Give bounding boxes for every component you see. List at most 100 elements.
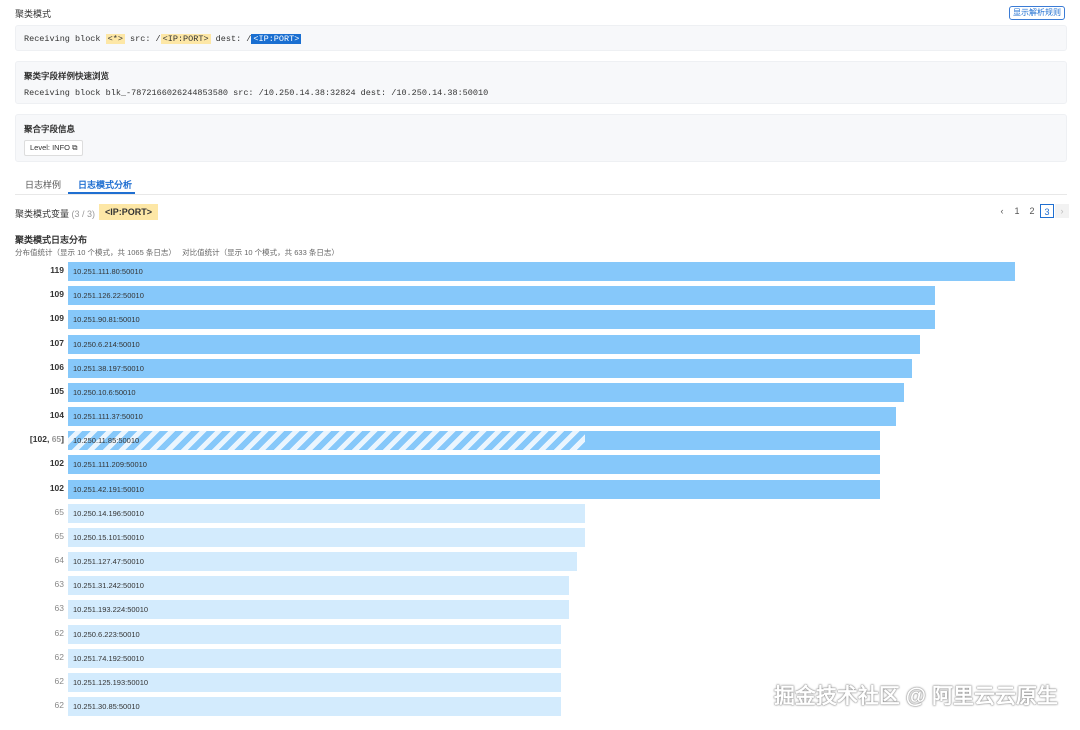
bar-row[interactable]: 109 10.251.126.22:50010 (0, 286, 1080, 306)
bar[interactable]: 10.250.6.214:50010 (68, 334, 920, 354)
sample-title: 聚类字段样例快速浏览 (24, 71, 110, 81)
bar-label: 10.251.30.85:50010 (73, 702, 140, 712)
section-title: 聚类模式 (15, 9, 52, 19)
bar-count: 65 (54, 530, 64, 541)
bar-label: 10.250.10.6:50010 (73, 387, 136, 397)
bar-row[interactable]: 64 10.251.127.47:50010 (0, 552, 1080, 572)
bar[interactable]: 10.250.14.196:50010 (68, 503, 586, 523)
bar-label: 10.251.127.47:50010 (73, 557, 144, 567)
bar-count: 62 (54, 700, 64, 711)
bar-row[interactable]: 102 10.251.42.191:50010 (0, 479, 1080, 499)
bar-label: 10.251.74.192:50010 (73, 653, 144, 663)
watermark: 掘金技术社区 @ 阿里云云原生 (773, 685, 1058, 708)
next-page-icon[interactable]: › (1055, 204, 1069, 218)
bar-compare-striped (68, 431, 586, 451)
bar-label: 10.250.6.223:50010 (73, 629, 140, 639)
tab-pattern-analysis[interactable]: 日志模式分析 (78, 180, 133, 190)
bar-row[interactable]: 102 10.251.111.209:50010 (0, 455, 1080, 475)
bar[interactable]: 10.251.127.47:50010 (68, 552, 578, 572)
page-1[interactable]: 1 (1014, 206, 1020, 216)
bar-count: 102 (49, 482, 64, 493)
page-2[interactable]: 2 (1029, 206, 1035, 216)
sample-box: 聚类字段样例快速浏览 Receiving block blk_-78721660… (15, 61, 1067, 104)
bar-row[interactable]: 62 10.251.74.192:50010 (0, 648, 1080, 668)
bar-label: 10.251.111.80:50010 (73, 267, 143, 276)
pattern-variable[interactable]: <IP:PORT> (160, 34, 211, 44)
variable-label: 聚类模式变量 (3 / 3) (15, 207, 95, 220)
bar-count: [102, 65] (29, 434, 64, 445)
bar[interactable]: 10.251.126.22:50010 (68, 286, 936, 306)
subtitle-primary: 分布值统计（显示 10 个模式，共 1065 条日志） (15, 248, 176, 257)
pattern-variable-selected[interactable]: <IP:PORT> (251, 34, 302, 44)
bar-count: 104 (49, 410, 64, 421)
bar-row[interactable]: 65 10.250.15.101:50010 (0, 527, 1080, 547)
bar-count: 109 (49, 313, 64, 324)
bar-count: 62 (54, 627, 64, 638)
bar-label: 10.251.193.224:50010 (73, 605, 149, 615)
bar-row[interactable]: 106 10.251.38.197:50010 (0, 358, 1080, 378)
variable-count: (3 / 3) (71, 209, 96, 219)
bar-row[interactable]: 65 10.250.14.196:50010 (0, 503, 1080, 523)
bar[interactable]: 10.251.42.191:50010 (68, 479, 880, 499)
tab-divider (15, 194, 1067, 195)
agg-title: 聚合字段信息 (24, 124, 76, 134)
bar-label: 10.250.14.196:50010 (73, 508, 144, 518)
bar-label: 10.251.111.37:50010 (73, 412, 143, 422)
show-parse-rules-button[interactable]: 显示解析规则 (1009, 6, 1065, 20)
bar-count: 65 (54, 506, 64, 517)
bar[interactable]: 10.251.111.37:50010 (68, 407, 896, 427)
bar-label: 10.250.6.214:50010 (73, 339, 140, 349)
bar[interactable]: 10.251.38.197:50010 (68, 358, 912, 378)
bar-count: 63 (54, 603, 64, 614)
tab-log-samples[interactable]: 日志样例 (25, 180, 62, 190)
bar-count: 62 (54, 651, 64, 662)
bar[interactable]: 10.251.125.193:50010 (68, 672, 562, 692)
bar-count: 63 (54, 579, 64, 590)
bar[interactable]: 10.250.6.223:50010 (68, 624, 562, 644)
bar[interactable]: 10.251.111.80:50010 (68, 262, 1015, 281)
bar-label: 10.251.38.197:50010 (73, 363, 144, 373)
subtitle-compare: 对比值统计（显示 10 个模式，共 633 条日志） (182, 248, 339, 257)
bar-row[interactable]: 63 10.251.31.242:50010 (0, 576, 1080, 596)
bar-count: 105 (49, 385, 64, 396)
count-primary: 102 (32, 434, 47, 445)
bar-row[interactable]: 62 10.251.125.193:50010 (0, 672, 1080, 692)
variable-tag[interactable]: <IP:PORT> (99, 204, 159, 220)
level-text: Level: INFO (30, 143, 71, 152)
pattern-text-part: src: / (124, 34, 161, 44)
bar[interactable]: 10.251.31.242:50010 (68, 576, 570, 596)
page-3[interactable]: 3 (1040, 204, 1054, 218)
bar[interactable]: 10.250.10.6:50010 (68, 382, 904, 402)
bar-row[interactable]: 62 10.250.6.223:50010 (0, 624, 1080, 644)
bar-row[interactable]: 62 10.251.30.85:50010 (0, 697, 1080, 717)
bar-count: 106 (49, 361, 64, 372)
bar-row[interactable]: 109 10.251.90.81:50010 (0, 310, 1080, 330)
bar-count: 62 (54, 675, 64, 686)
bar-label: 10.251.90.81:50010 (73, 315, 140, 325)
bar-row[interactable]: 105 10.250.10.6:50010 (0, 382, 1080, 402)
pattern-text-part: dest: / (210, 34, 252, 44)
bar-label: 10.250.15.101:50010 (73, 532, 144, 542)
count-compare: 65 (51, 434, 62, 445)
bar-label: 10.251.125.193:50010 (73, 677, 149, 687)
bar-row[interactable]: [102, 65] 10.250.11.85:50010 (0, 431, 1080, 451)
bar[interactable]: 10.250.15.101:50010 (68, 527, 586, 547)
bar-row[interactable]: 119 10.251.111.80:50010 (0, 262, 1080, 281)
bar-label: 10.250.11.85:50010 (73, 436, 140, 446)
level-tag[interactable]: Level: INFO ⧉ (24, 140, 84, 156)
bar[interactable]: 10.251.111.209:50010 (68, 455, 880, 475)
bar-count: 64 (54, 555, 64, 566)
copy-icon: ⧉ (72, 143, 78, 152)
bar-row[interactable]: 107 10.250.6.214:50010 (0, 334, 1080, 354)
pattern-box: Receiving block <*> src: / <IP:PORT> dest… (15, 25, 1067, 51)
bar-row[interactable]: 104 10.251.111.37:50010 (0, 407, 1080, 427)
prev-page-icon[interactable]: ‹ (1000, 206, 1004, 216)
pattern-variable[interactable]: <*> (105, 34, 125, 44)
bar[interactable]: 10.251.30.85:50010 (68, 697, 562, 717)
bar[interactable]: 10.251.193.224:50010 (68, 600, 570, 620)
bar-label: 10.251.111.209:50010 (73, 460, 147, 470)
bar[interactable]: 10.251.90.81:50010 (68, 310, 936, 330)
bar[interactable]: 10.251.74.192:50010 (68, 648, 562, 668)
bar-row[interactable]: 63 10.251.193.224:50010 (0, 600, 1080, 620)
variable-label-text: 聚类模式变量 (15, 209, 70, 219)
